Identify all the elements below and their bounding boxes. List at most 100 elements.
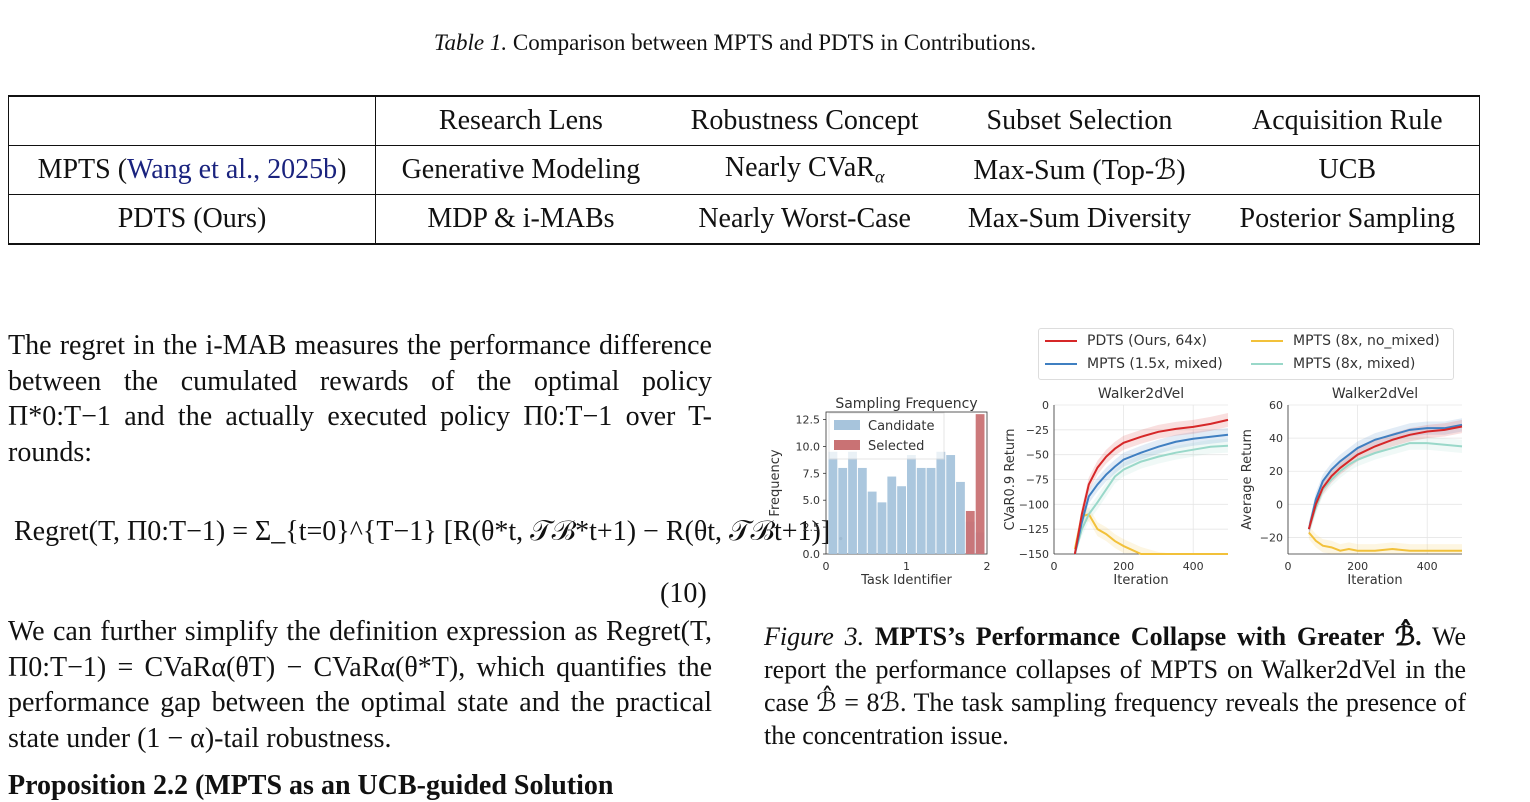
selected-bar [965, 510, 975, 554]
y-tick-label: 0 [1276, 498, 1283, 511]
header-cell-empty [8, 96, 376, 146]
series-line [1307, 423, 1463, 530]
y-tick-label: −50 [1026, 449, 1049, 462]
cell-method-mpts: MPTS (Wang et al., 2025b) [8, 145, 376, 195]
series-line [1307, 425, 1463, 530]
x-tick-label: 200 [1113, 560, 1134, 573]
table-row-mpts: MPTS (Wang et al., 2025b) Generative Mod… [8, 145, 1480, 195]
candidate-bar [916, 467, 926, 554]
x-tick-label: 1 [903, 560, 910, 573]
x-tick-label: 2 [984, 560, 991, 573]
y-tick-label: 7.5 [803, 467, 821, 480]
histogram-legend-label: Candidate [868, 419, 934, 434]
citation-link[interactable]: Wang et al., 2025b [127, 154, 338, 185]
candidate-bar [936, 451, 946, 554]
y-axis-label: Frequency [768, 449, 783, 516]
table-row-pdts: PDTS (Ours) MDP & i-MABs Nearly Worst-Ca… [8, 194, 1480, 244]
cell-acq-mpts: UCB [1215, 145, 1480, 195]
x-axis-label: Task Identifier [860, 573, 952, 588]
x-axis-label: Iteration [1113, 573, 1168, 588]
series-band [1308, 436, 1462, 536]
chart-title: Walker2dVel [1332, 386, 1418, 402]
selected-bar [975, 414, 985, 554]
histogram-legend-label: Selected [868, 439, 924, 454]
candidate-bar [956, 481, 965, 554]
candidate-bar [838, 467, 848, 554]
x-tick-label: 400 [1417, 560, 1438, 573]
cell-subset-mpts: Max-Sum (Top-ℬ) [973, 155, 1186, 186]
cutoff-proposition: Proposition 2.2 (MPTS as an UCB-guided S… [8, 770, 614, 802]
chart-title: Walker2dVel [1098, 386, 1184, 402]
y-tick-label: 12.5 [796, 414, 821, 427]
y-tick-label: −125 [1019, 523, 1049, 536]
comparison-table: Research Lens Robustness Concept Subset … [8, 95, 1480, 245]
header-acquisition-rule: Acquisition Rule [1215, 96, 1480, 146]
cell-lens-mpts: Generative Modeling [401, 154, 641, 185]
candidate-bar [887, 476, 897, 554]
equation-text: Regret(T, Π0:T−1) = Σ_{t=0}^{T−1} [R(θ*t… [14, 516, 845, 547]
header-research-lens: Research Lens [438, 105, 603, 136]
y-tick-label: 60 [1269, 399, 1283, 412]
candidate-bar [828, 451, 838, 554]
header-robustness-concept: Robustness Concept [690, 105, 919, 136]
series-band [1074, 507, 1228, 554]
paragraph-regret-intro: The regret in the i-MAB measures the per… [8, 330, 712, 468]
regret-equation: Regret(T, Π0:T−1) = Σ_{t=0}^{T−1} [R(θ*t… [8, 488, 844, 588]
legend-item-mpts-8x-mixed: MPTS (8x, mixed) [1251, 356, 1415, 372]
y-tick-label: −150 [1019, 548, 1049, 561]
y-tick-label: 2.5 [803, 521, 821, 534]
legend-item-mpts-8x-nomixed: MPTS (8x, no_mixed) [1251, 333, 1440, 349]
legend-label: PDTS (Ours, 64x) [1087, 333, 1207, 349]
equation-number: (10) [660, 578, 707, 609]
cell-lens-pdts: MDP & i-MABs [427, 203, 615, 234]
header-subset-selection: Subset Selection [986, 105, 1173, 136]
cell-robust-mpts: Nearly CVaRα [666, 146, 944, 195]
legend-swatch [1045, 363, 1077, 365]
legend-swatch [1251, 340, 1283, 342]
legend-item-mpts-1.5x: MPTS (1.5x, mixed) [1045, 356, 1223, 372]
candidate-bar [946, 455, 956, 554]
legend-swatch [1251, 363, 1283, 365]
cell-subset-pdts: Max-Sum Diversity [967, 203, 1192, 234]
histogram-legend: Candidate Selected [828, 412, 945, 460]
y-tick-label: −75 [1026, 474, 1049, 487]
figure-caption-text: We report the performance collapses of M… [764, 622, 1466, 750]
y-tick-label: 20 [1269, 465, 1283, 478]
legend-swatch [1045, 340, 1077, 342]
table-header-row: Research Lens Robustness Concept Subset … [8, 96, 1480, 146]
series-band [1308, 525, 1462, 554]
y-tick-label: 40 [1269, 432, 1283, 445]
y-tick-label: 10.0 [796, 440, 821, 453]
series-line [1308, 531, 1462, 552]
cutoff-text: Proposition 2.2 (MPTS as an UCB-guided S… [8, 770, 614, 801]
figure-legend: PDTS (Ours, 64x) MPTS (8x, no_mixed) MPT… [1038, 328, 1454, 380]
paragraph-regret-simplify: We can further simplify the definition e… [8, 616, 712, 754]
table-caption-text: Comparison between MPTS and PDTS in Cont… [512, 30, 1037, 55]
x-tick-label: 0 [1285, 560, 1292, 573]
histogram-legend-box [828, 412, 945, 460]
robust-sub: α [874, 166, 885, 187]
plot-frame [825, 411, 988, 555]
table-caption-label: Table 1. [433, 30, 508, 55]
table-caption: Table 1. Comparison between MPTS and PDT… [0, 30, 1470, 56]
cell-robust-pdts: Nearly Worst-Case [698, 203, 911, 234]
candidate-bar [926, 467, 936, 554]
figure-caption-label: Figure 3. [764, 622, 865, 651]
x-axis-label: Iteration [1347, 573, 1402, 588]
robust-text: Nearly CVaR [724, 152, 875, 184]
x-tick-label: 0 [823, 560, 830, 573]
y-tick-label: 0 [1042, 399, 1049, 412]
histogram-chart: 0.0 2.5 5.0 7.5 10.0 12.5 0 1 2 Sampling Frequenc… [768, 396, 991, 588]
y-axis-label: Average Return [1240, 429, 1255, 530]
legend-label: MPTS (8x, no_mixed) [1293, 333, 1440, 349]
series-line [1073, 418, 1229, 555]
series-band [1074, 438, 1228, 554]
histogram-legend-swatch [834, 440, 860, 450]
figure-charts: 0.0 2.5 5.0 7.5 10.0 12.5 0 1 2 Sampling Frequenc… [768, 386, 1463, 588]
candidate-bar [897, 486, 906, 554]
candidate-bar [907, 455, 916, 554]
series-band [1074, 412, 1228, 554]
histogram-legend-swatch [834, 420, 860, 430]
